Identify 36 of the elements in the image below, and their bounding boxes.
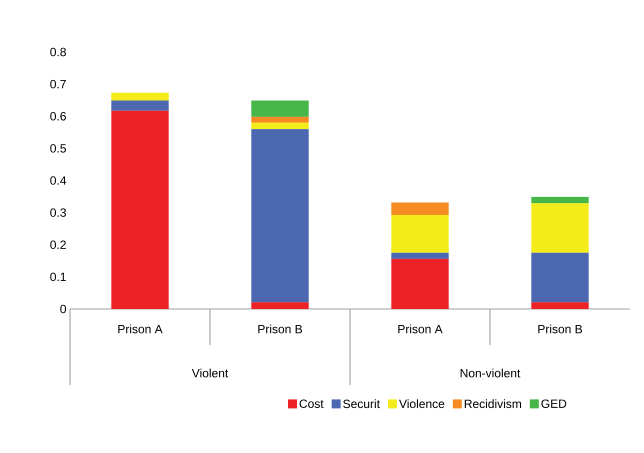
x-tick-label: Prison A (398, 324, 443, 334)
bar (531, 252, 589, 302)
bar (391, 202, 449, 216)
bar (111, 92, 169, 101)
bar (391, 215, 449, 253)
legend-label: Securit (343, 399, 380, 408)
legend-label: Cost (300, 399, 324, 408)
text: Non-violent (460, 368, 520, 378)
y-tick-label: 0.6 (50, 112, 66, 120)
text: Violent (192, 368, 228, 378)
bar (251, 129, 309, 302)
legend-label: Recidivism (464, 399, 522, 408)
bar (531, 203, 589, 253)
bar (391, 258, 449, 309)
bar (531, 196, 589, 204)
bar (531, 302, 589, 309)
bar (251, 122, 309, 130)
bar (251, 302, 309, 309)
legend-label: GED (541, 399, 566, 408)
y-tick-label: 0.5 (50, 144, 66, 153)
x-tick-label: Prison B (538, 324, 582, 334)
y-tick-label: 0.8 (50, 48, 66, 56)
bar (111, 100, 169, 111)
x-tick-label: Prison B (258, 324, 302, 334)
y-tick-label: 0.4 (50, 176, 66, 185)
y-tick-label: 0 (60, 304, 66, 314)
bar (391, 252, 449, 259)
x-tick-label: Prison A (118, 324, 163, 334)
bar (251, 100, 309, 117)
y-tick-label: 0.1 (50, 272, 66, 282)
y-tick-label: 0.7 (50, 80, 66, 88)
bar (111, 110, 169, 309)
y-tick-label: 0.2 (50, 240, 66, 249)
bar (251, 116, 309, 123)
legend-label: Violence (399, 399, 444, 408)
y-tick-label: 0.3 (50, 208, 66, 217)
